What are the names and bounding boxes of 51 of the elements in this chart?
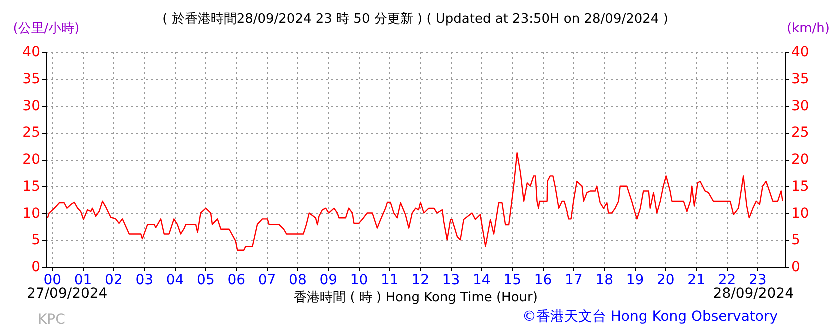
y-tick-label: 10 (22, 206, 40, 222)
y-tick-label: 30 (22, 98, 40, 114)
x-tick-label: 17 (565, 272, 583, 288)
y2-tick-label: 25 (792, 125, 810, 142)
y2-tick-label: 20 (792, 152, 810, 168)
x-tick-label: 05 (197, 272, 215, 288)
text: 27/09/2024 (27, 286, 108, 302)
y2-tick-label: 40 (792, 44, 810, 60)
x-tick-label: 23 (748, 272, 767, 288)
text: 28/09/2024 (713, 286, 794, 302)
y-tick-label: 20 (22, 152, 40, 168)
text: KPC (38, 312, 66, 328)
y2-tick-label: 0 (792, 260, 800, 276)
x-tick-label: 07 (258, 272, 276, 288)
x-tick-label: 22 (718, 272, 736, 288)
y-tick-label: 25 (22, 125, 40, 142)
x-tick-label: 01 (74, 272, 92, 288)
y-axis-title: (公里/小時) (13, 22, 80, 36)
line-series (47, 152, 784, 251)
y2-tick-label: 5 (792, 232, 800, 249)
y2-tick-label: 10 (792, 206, 810, 222)
y2-tick-label: 35 (792, 71, 810, 88)
x-tick-label: 19 (626, 272, 644, 288)
x-tick-label: 09 (320, 272, 338, 288)
x-tick-label: 13 (442, 272, 460, 288)
y-tick-label: 40 (22, 44, 40, 60)
x-tick-label: 03 (136, 272, 154, 288)
x-tick-label: 15 (504, 272, 522, 288)
y2-axis-title: (km/h) (787, 22, 830, 36)
x-tick-label: 10 (350, 272, 368, 288)
x-tick-label: 21 (688, 272, 706, 288)
chart-title: ( 於香港時間28/09/2024 23 時 50 分更新 ) ( Updated at 23:50H on 28/09/2024 ) (162, 12, 668, 27)
y-tick-label: 15 (22, 178, 40, 195)
x-tick-label: 12 (412, 272, 430, 288)
x-tick-label: 20 (656, 272, 675, 288)
x-tick-label: 02 (105, 272, 123, 288)
x-axis-title: 香港時間 ( 時 ) Hong Kong Time (Hour) (294, 290, 538, 306)
x-tick-label: 08 (289, 272, 307, 288)
text: ©香港天文台 Hong Kong Observatory (522, 308, 778, 326)
y-tick-label: 5 (32, 232, 40, 249)
x-tick-label: 14 (473, 272, 491, 288)
y-tick-label: 0 (32, 260, 40, 276)
y-tick-label: 35 (22, 71, 40, 88)
x-tick-label: 18 (596, 272, 614, 288)
x-tick-label: 00 (44, 272, 62, 288)
x-tick-label: 11 (381, 272, 399, 288)
x-tick-label: 04 (166, 272, 184, 288)
y2-tick-label: 30 (792, 98, 810, 114)
y2-tick-label: 15 (792, 178, 810, 195)
x-tick-label: 06 (228, 272, 246, 288)
x-tick-label: 16 (534, 272, 552, 288)
